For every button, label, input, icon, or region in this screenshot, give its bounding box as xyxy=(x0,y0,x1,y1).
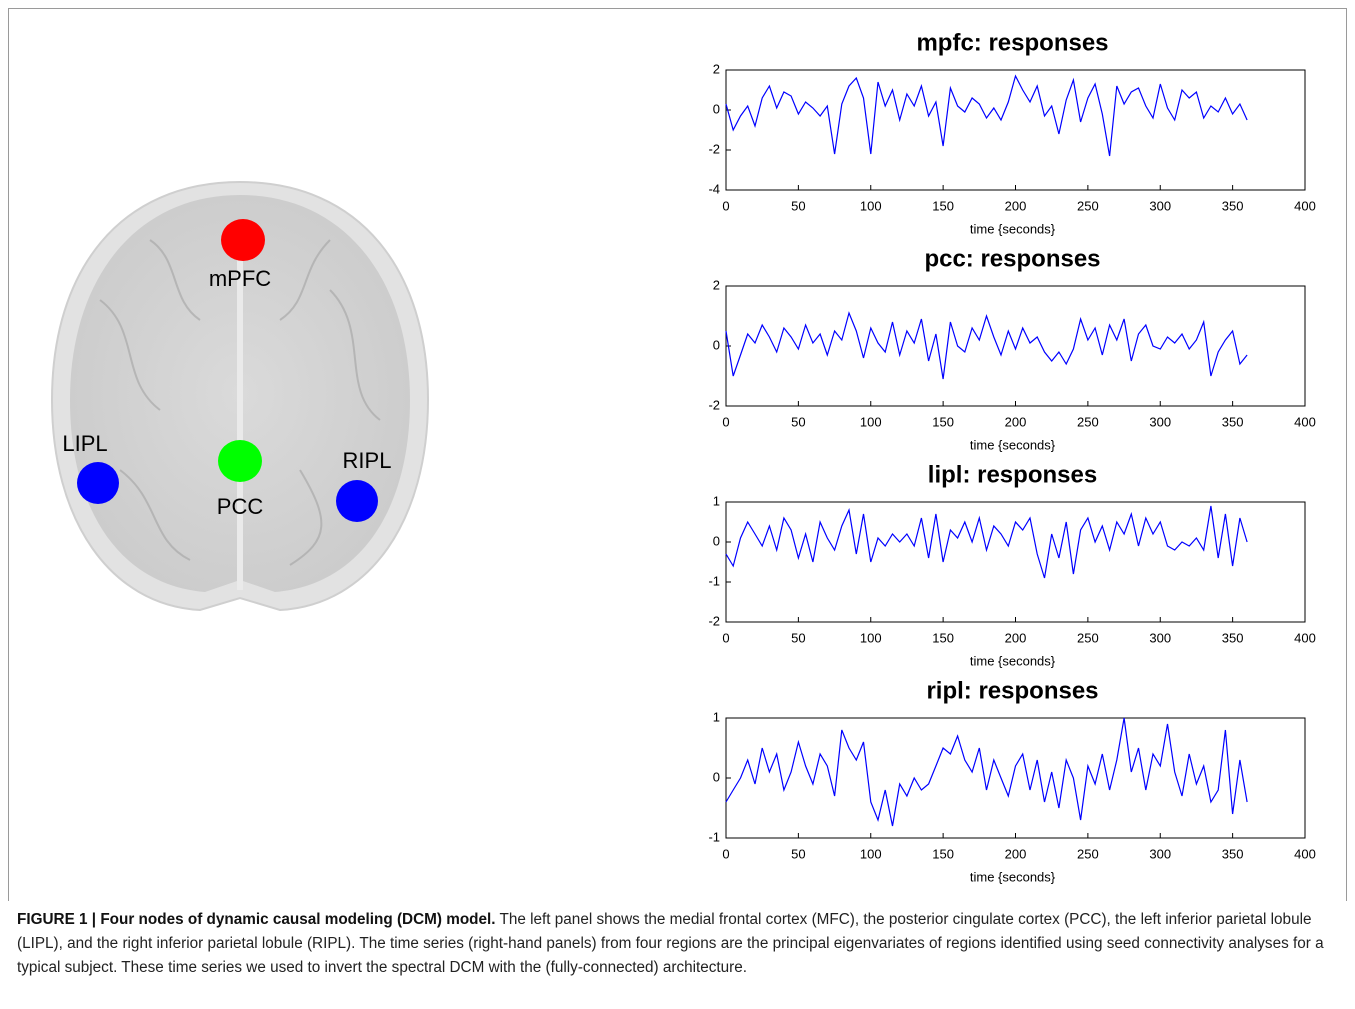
x-tick-label: 400 xyxy=(1294,630,1316,645)
x-tick-label: 0 xyxy=(722,846,729,861)
x-tick-label: 50 xyxy=(791,414,805,429)
x-tick-label: 50 xyxy=(791,198,805,213)
x-tick-label: 150 xyxy=(932,630,954,645)
x-tick-label: 150 xyxy=(932,414,954,429)
x-tick-label: 300 xyxy=(1149,846,1171,861)
plot-frame xyxy=(725,69,1306,191)
y-tick-label: 0 xyxy=(713,101,720,116)
x-tick-label: 150 xyxy=(932,846,954,861)
y-tick-label: -2 xyxy=(708,397,720,412)
node-label: LIPL xyxy=(62,431,107,456)
x-tick-label: 400 xyxy=(1294,414,1316,429)
x-tick-label: 50 xyxy=(791,846,805,861)
chart-title: lipl: responses xyxy=(928,461,1097,488)
x-tick-label: 400 xyxy=(1294,198,1316,213)
chart-title: pcc: responses xyxy=(924,245,1100,272)
x-tick-label: 300 xyxy=(1149,630,1171,645)
x-tick-label: 0 xyxy=(722,630,729,645)
data-line xyxy=(725,717,1248,827)
x-axis-label: time {seconds} xyxy=(970,437,1056,452)
x-tick-label: 150 xyxy=(932,198,954,213)
x-axis-label: time {seconds} xyxy=(970,221,1056,236)
plot-frame xyxy=(725,285,1306,407)
node-label: PCC xyxy=(217,494,264,519)
plot-frame xyxy=(725,717,1306,839)
x-tick-label: 300 xyxy=(1149,198,1171,213)
figure: mPFC PCC LIPL RIPL mpfc: responses time {… xyxy=(50,29,1316,884)
caption-label: FIGURE 1 | Four nodes of dynamic causal … xyxy=(17,911,496,928)
caption: FIGURE 1 | Four nodes of dynamic causal … xyxy=(17,908,1342,980)
y-tick-label: 0 xyxy=(713,769,720,784)
x-tick-label: 250 xyxy=(1077,630,1099,645)
y-tick-label: -2 xyxy=(708,141,720,156)
y-tick-label: -4 xyxy=(708,181,720,196)
data-line xyxy=(725,505,1248,579)
y-tick-label: 0 xyxy=(713,533,720,548)
x-tick-label: 200 xyxy=(1005,630,1027,645)
x-tick-label: 100 xyxy=(860,198,882,213)
x-tick-label: 100 xyxy=(860,846,882,861)
brain xyxy=(50,180,430,612)
data-line xyxy=(725,311,1248,380)
x-tick-label: 350 xyxy=(1222,630,1244,645)
x-tick-label: 100 xyxy=(860,630,882,645)
x-tick-label: 250 xyxy=(1077,414,1099,429)
y-tick-label: 2 xyxy=(713,277,720,292)
x-tick-label: 200 xyxy=(1005,198,1027,213)
x-tick-label: 0 xyxy=(722,198,729,213)
y-tick-label: 1 xyxy=(713,709,720,724)
x-tick-label: 250 xyxy=(1077,846,1099,861)
x-tick-label: 100 xyxy=(860,414,882,429)
chart-title: ripl: responses xyxy=(926,677,1098,704)
x-tick-label: 400 xyxy=(1294,846,1316,861)
x-tick-label: 350 xyxy=(1222,198,1244,213)
y-tick-label: -2 xyxy=(708,613,720,628)
x-tick-label: 350 xyxy=(1222,846,1244,861)
figure-frame xyxy=(8,8,1347,901)
y-tick-label: 1 xyxy=(713,493,720,508)
y-tick-label: -1 xyxy=(708,829,720,844)
x-axis-label: time {seconds} xyxy=(970,653,1056,668)
x-tick-label: 0 xyxy=(722,414,729,429)
caption-text: The left panel shows the medial frontal … xyxy=(17,911,1324,976)
x-tick-label: 250 xyxy=(1077,198,1099,213)
x-tick-label: 350 xyxy=(1222,414,1244,429)
x-tick-label: 50 xyxy=(791,630,805,645)
x-tick-label: 200 xyxy=(1005,846,1027,861)
node-label: RIPL xyxy=(343,448,392,473)
chart-title: mpfc: responses xyxy=(916,29,1108,56)
node-label: mPFC xyxy=(209,266,271,291)
y-tick-label: -1 xyxy=(708,573,720,588)
data-line xyxy=(725,74,1248,157)
x-tick-label: 300 xyxy=(1149,414,1171,429)
y-tick-label: 2 xyxy=(713,61,720,76)
x-tick-label: 200 xyxy=(1005,414,1027,429)
y-tick-label: 0 xyxy=(713,337,720,352)
x-axis-label: time {seconds} xyxy=(970,869,1056,884)
